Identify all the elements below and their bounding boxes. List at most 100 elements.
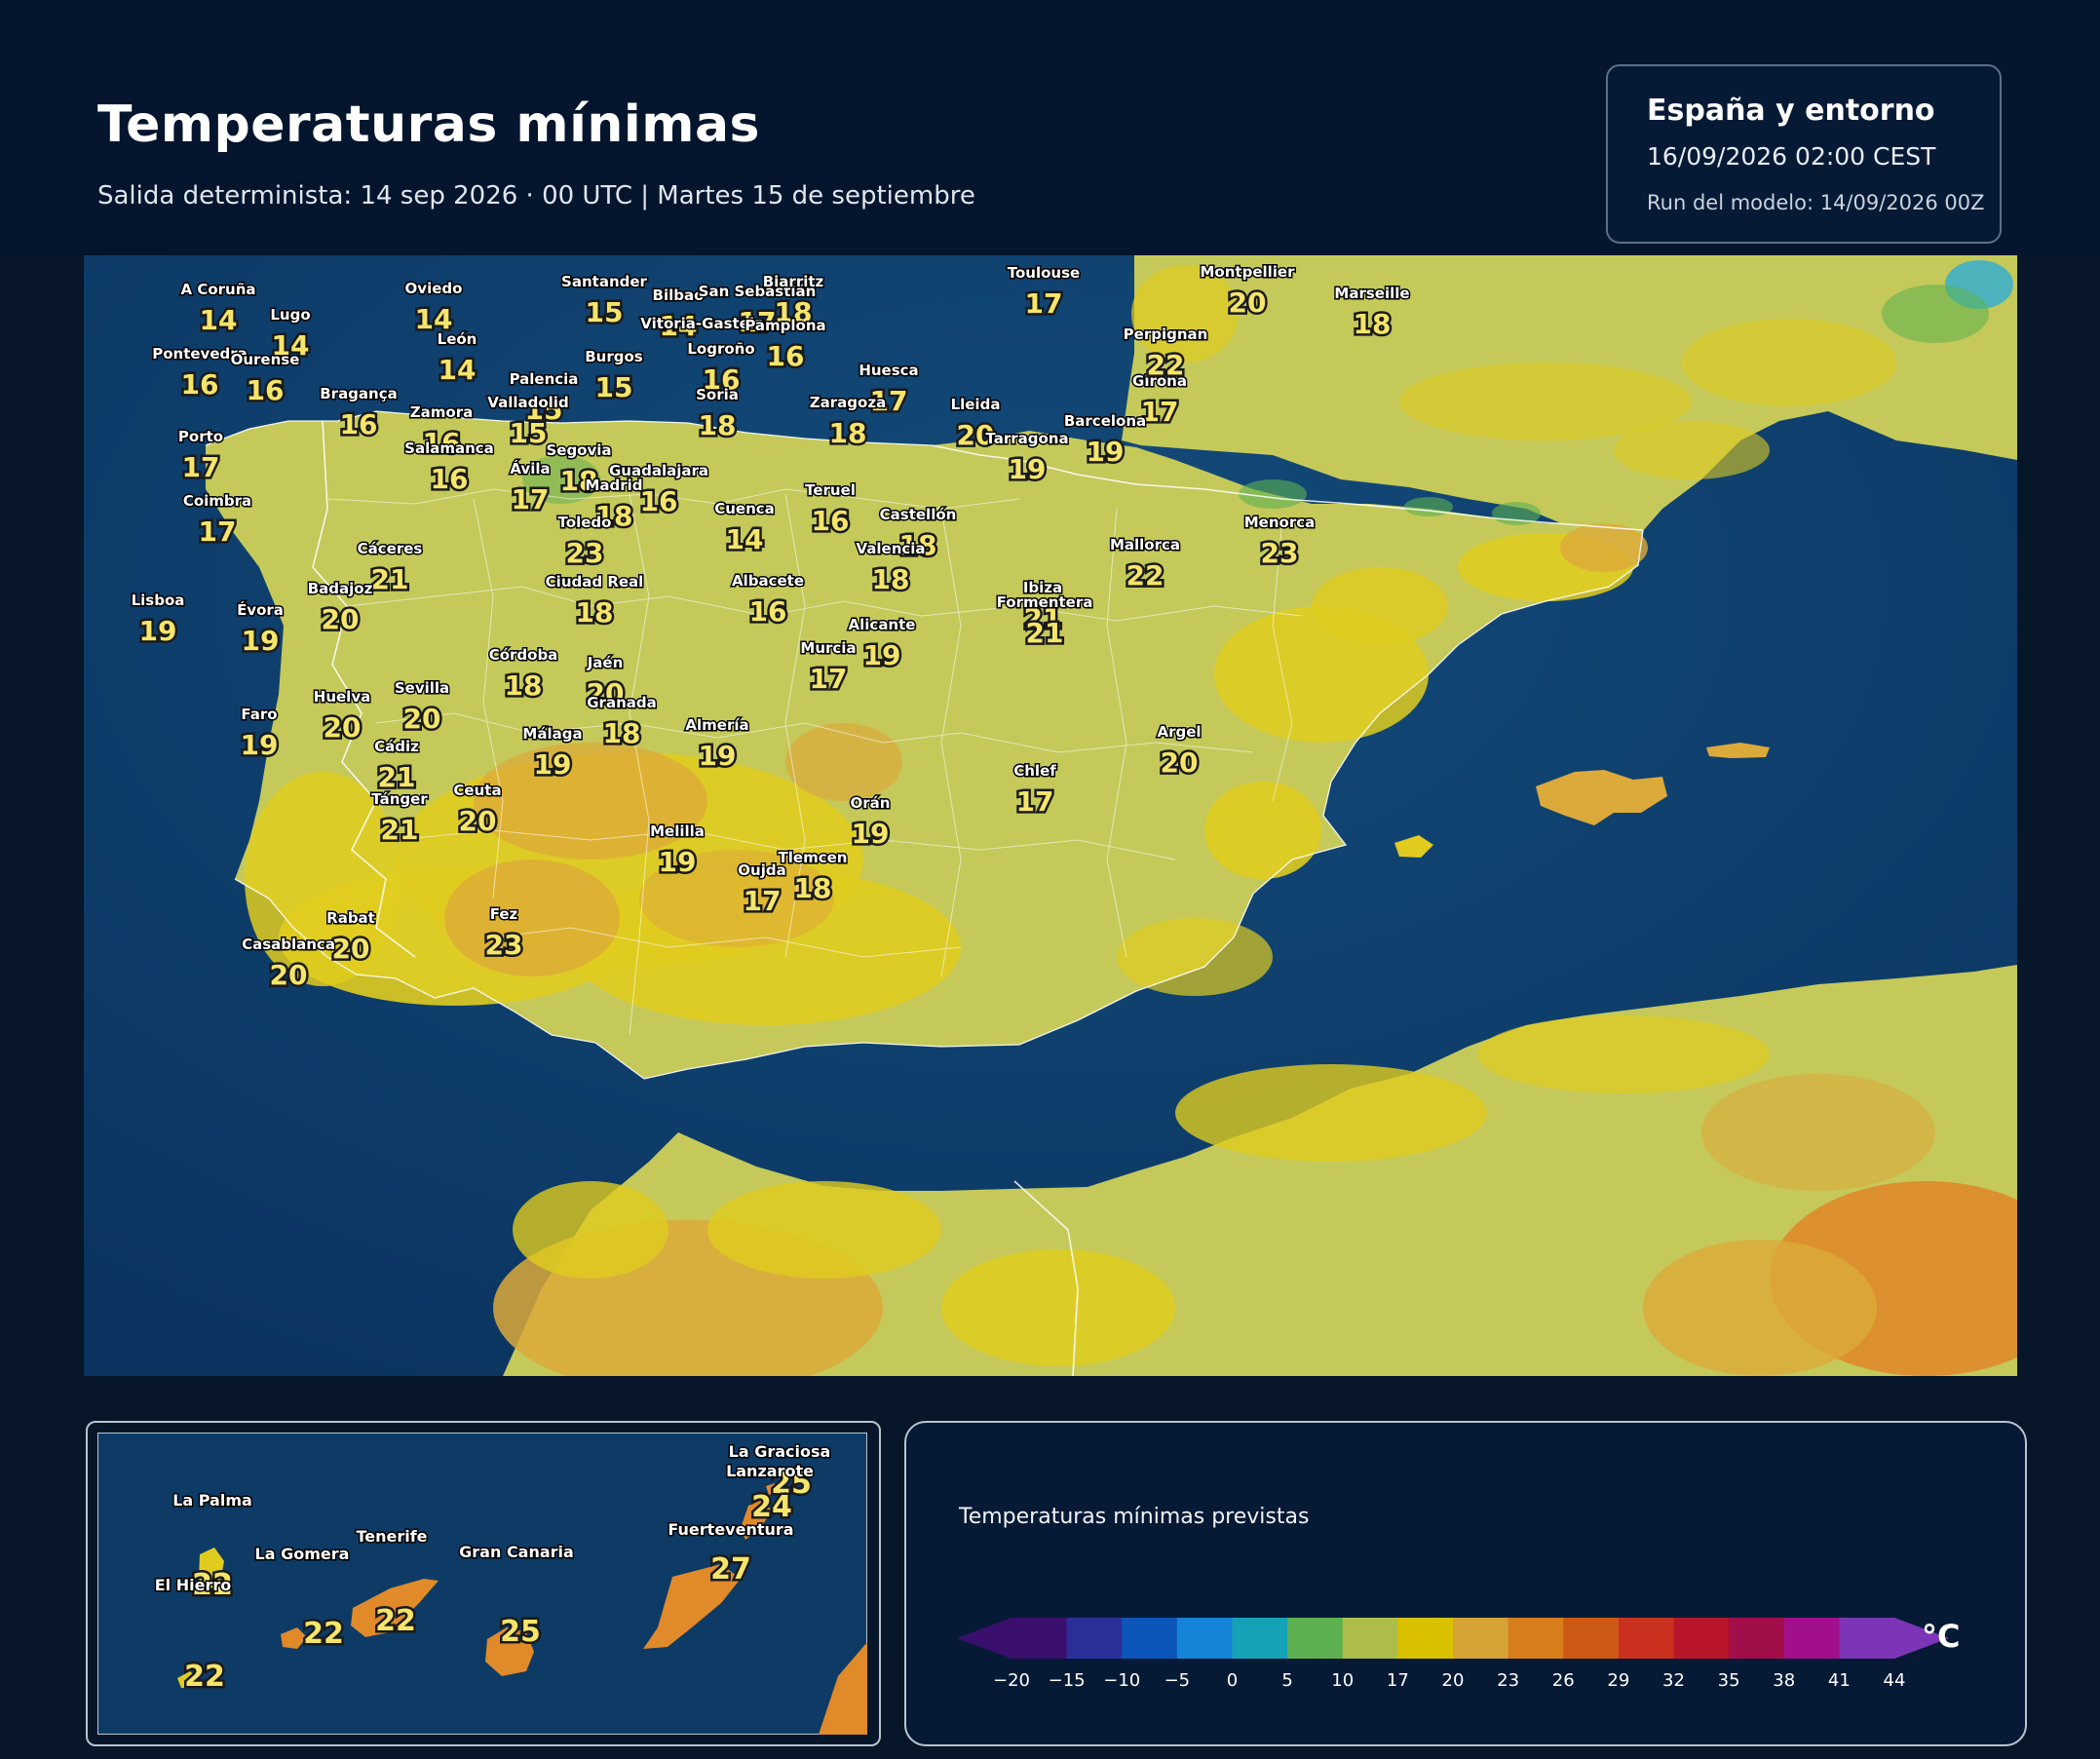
colorbar-tick: 26 [1552, 1670, 1575, 1691]
city-temperature: 18 [603, 717, 641, 749]
city-name: San Sebastián [699, 283, 817, 300]
legend-panel: Temperaturas mínimas previstas −20 −15 −10… [904, 1421, 2027, 1746]
city-name: Santander [561, 273, 647, 290]
city-temperature: 17 [1016, 785, 1054, 818]
city-temperature: 18 [775, 296, 813, 328]
island-temperature: 25 [500, 1615, 541, 1649]
land-mallorca [1536, 770, 1667, 825]
city-name: Soria [696, 386, 739, 403]
city-name: Málaga [522, 725, 582, 743]
city-temperature: 18 [576, 596, 614, 629]
city-temperature: 18 [794, 872, 832, 904]
city-malaga: Málaga 19 [521, 724, 584, 784]
city-temperature: 20 [1161, 746, 1199, 779]
city-temperature: 20 [587, 677, 625, 709]
city-name: Oujda [738, 861, 785, 879]
colorbar-swatch [1839, 1618, 1895, 1659]
city-temperature: 17 [810, 663, 848, 695]
city-name: Toledo [558, 514, 612, 531]
city-burgos: Burgos 15 [584, 347, 645, 406]
city-montpellier: Montpellier 20 [1199, 262, 1297, 322]
colorbar-tick: −20 [993, 1670, 1030, 1691]
city-name: Barcelona [1064, 412, 1146, 430]
city-zaragoza: Zaragoza 18 [808, 393, 887, 452]
city-name: Menorca [1244, 514, 1316, 531]
city-name: Porto [178, 428, 223, 445]
city-temperature: 22 [1147, 349, 1185, 381]
city-temperature: 15 [595, 371, 633, 403]
city-name: Castellón [880, 506, 957, 523]
city-name: Palencia [510, 370, 579, 388]
colorbar-tick: 35 [1718, 1670, 1740, 1691]
city-name: A Coruña [180, 281, 255, 298]
city-temperature: 16 [812, 505, 850, 537]
colorbar-tick: 38 [1773, 1670, 1795, 1691]
island-name: La Palma [172, 1491, 252, 1510]
city-huesca: Huesca 17 [858, 361, 920, 420]
island-name: El Hierro [155, 1576, 231, 1594]
island-lanzarote: Lanzarote 24 [725, 1461, 816, 1527]
city-name: Ceuta [453, 782, 501, 799]
city-temperature: 21 [1024, 602, 1062, 634]
city-toledo: Toledo 23 [556, 513, 613, 572]
city-name: Biarritz [763, 273, 824, 290]
city-name: Cáceres [358, 540, 423, 557]
city-girona: Girona 17 [1131, 371, 1189, 431]
land-menorca [1706, 743, 1770, 758]
legend-unit: °C [1922, 1618, 1961, 1655]
city-name: Ibiza [1023, 579, 1062, 596]
city-temperature: 14 [726, 523, 764, 555]
city-name: Casablanca [242, 936, 335, 953]
city-temperature: 18 [505, 669, 543, 702]
city-temperature: 20 [332, 933, 370, 965]
colorbar-tick: 32 [1662, 1670, 1685, 1691]
city-name: Valencia [856, 540, 925, 557]
city-leon: León 14 [436, 329, 478, 389]
city-jaen: Jaén 20 [584, 653, 627, 712]
city-menorca: Menorca 23 [1242, 513, 1317, 572]
city-name: Huesca [859, 362, 918, 379]
colorbar-arrow-low [957, 1618, 1012, 1659]
city-name: Salamanca [404, 440, 494, 457]
city-name: Bragança [320, 385, 398, 402]
island-temperature: 22 [184, 1660, 225, 1694]
city-name: Teruel [805, 481, 856, 499]
land-grancanaria [485, 1627, 534, 1676]
city-temperature: 14 [660, 310, 698, 342]
city-temperature: 16 [749, 595, 787, 628]
city-cordoba: Córdoba 18 [487, 645, 559, 705]
island-temperature: 22 [375, 1604, 416, 1638]
colorbar-tick: 10 [1331, 1670, 1354, 1691]
region-borders [326, 488, 1303, 1036]
city-name: Burgos [585, 348, 643, 365]
city-toulouse: Toulouse 17 [1006, 263, 1081, 323]
city-temperature: 14 [415, 303, 453, 335]
main-map: A Coruña 14 Lugo 14 Oviedo 14 Santander 15 Bilba… [84, 255, 2017, 1376]
city-temperature: 20 [322, 603, 360, 635]
city-santander: Santander 15 [560, 272, 649, 331]
land-lagraciosa [766, 1483, 777, 1495]
city-name: Almería [685, 716, 748, 734]
city-evora: Évora 19 [236, 599, 286, 660]
city-ourense: Ourense 16 [229, 350, 301, 409]
city-madrid: Madrid 18 [584, 476, 644, 535]
city-badajoz: Badajoz 20 [306, 579, 374, 638]
city-name: Marseille [1334, 285, 1409, 302]
city-temperature: 19 [863, 639, 901, 671]
colorbar-swatch [1122, 1618, 1178, 1659]
city-name: Tlemcen [779, 849, 848, 866]
colorbar-tick: 0 [1227, 1670, 1238, 1691]
land-lanzarote [741, 1499, 772, 1540]
colorbar-tick: 41 [1828, 1670, 1851, 1691]
colorbar: −20 −15 −10 −5 0 5 10 17 20 23 26 29 32 35 38 41 44 [957, 1618, 1949, 1691]
city-lleida: Lleida 20 [949, 395, 1002, 454]
city-pamplona: Pamplona 16 [744, 316, 827, 375]
island-la-palma: La Palma 22 [172, 1490, 254, 1605]
info-box: España y entorno 16/09/2026 02:00 CEST R… [1606, 64, 2002, 244]
city-temperature: 16 [431, 463, 469, 495]
city-name: Formentera [997, 593, 1093, 611]
colorbar-swatch [1342, 1618, 1398, 1659]
city-lugo: Lugo 14 [269, 305, 312, 364]
city-cuenca: Cuenca 14 [713, 499, 777, 558]
